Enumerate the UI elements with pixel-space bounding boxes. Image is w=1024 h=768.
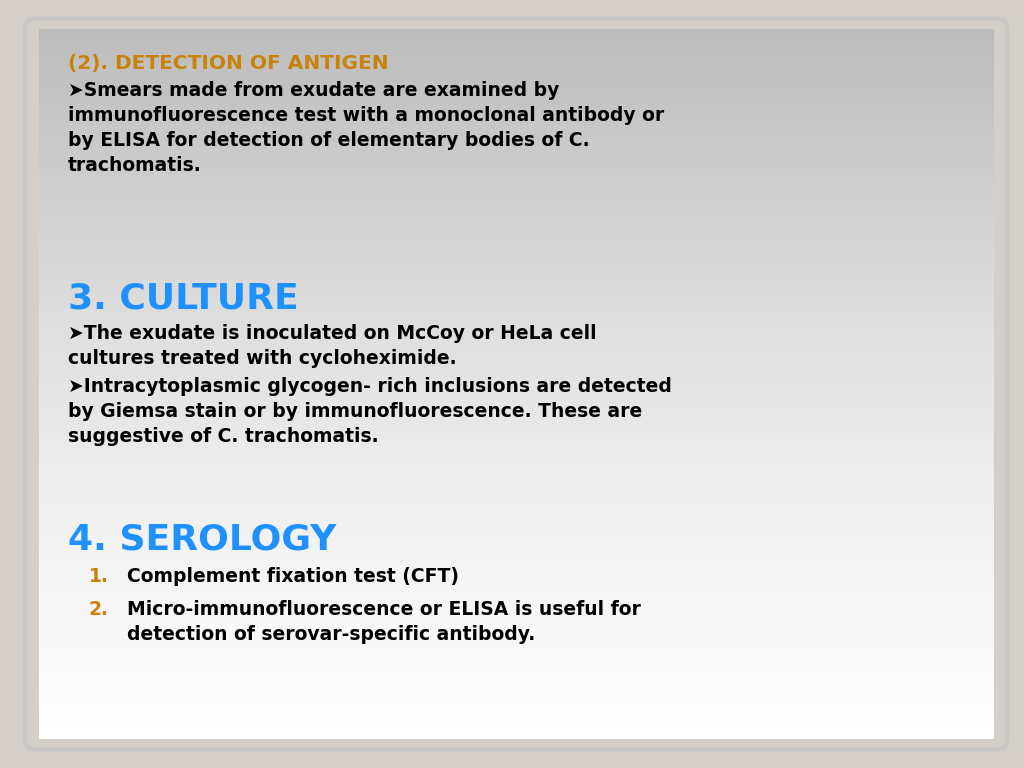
Text: ➤Intracytoplasmic glycogen- rich inclusions are detected
by Giemsa stain or by i: ➤Intracytoplasmic glycogen- rich inclusi… [68,377,672,446]
Text: ➤The exudate is inoculated on McCoy or HeLa cell
cultures treated with cyclohexi: ➤The exudate is inoculated on McCoy or H… [68,323,596,368]
Text: 4. SEROLOGY: 4. SEROLOGY [68,522,336,556]
Text: 3. CULTURE: 3. CULTURE [68,281,298,315]
Text: Micro-immunofluorescence or ELISA is useful for
detection of serovar-specific an: Micro-immunofluorescence or ELISA is use… [127,601,641,644]
Text: 2.: 2. [88,601,109,620]
Text: 1.: 1. [88,567,109,586]
Text: Complement fixation test (CFT): Complement fixation test (CFT) [127,567,459,586]
Text: ➤Smears made from exudate are examined by
immunofluorescence test with a monoclo: ➤Smears made from exudate are examined b… [68,81,664,175]
Text: (2). DETECTION OF ANTIGEN: (2). DETECTION OF ANTIGEN [68,54,388,73]
